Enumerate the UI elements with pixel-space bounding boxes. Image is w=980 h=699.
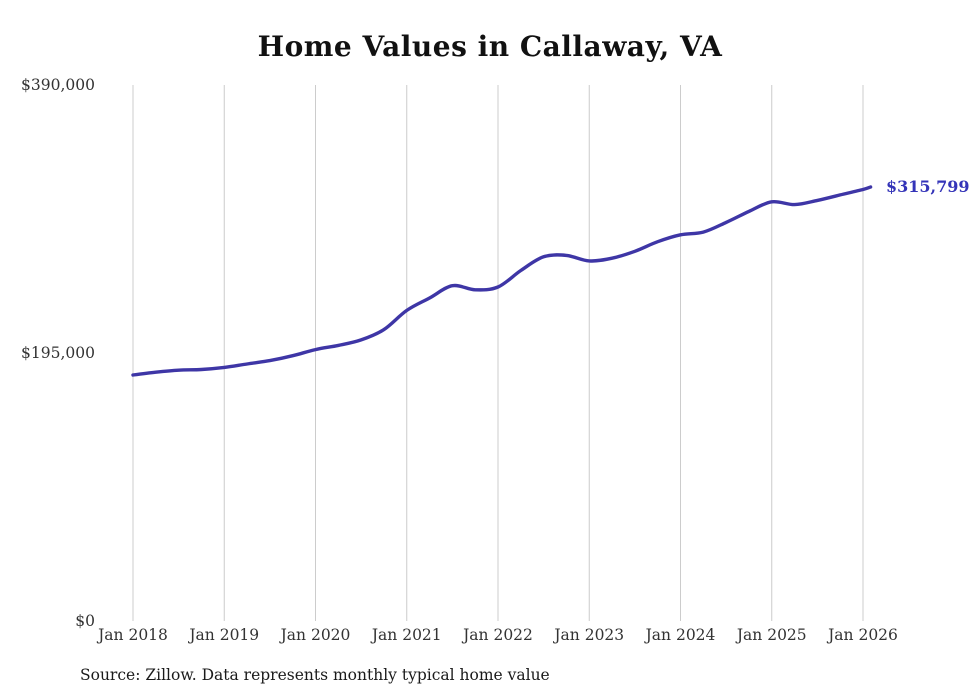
x-tick-label: Jan 2021 — [370, 626, 442, 644]
x-tick-label: Jan 2026 — [826, 626, 898, 644]
x-tick-label: Jan 2018 — [96, 626, 168, 644]
x-axis-labels: Jan 2018 Jan 2019 Jan 2020 Jan 2021 Jan 2022… — [96, 626, 898, 644]
x-tick-label: Jan 2019 — [187, 626, 259, 644]
x-tick-label: Jan 2023 — [552, 626, 624, 644]
chart-title: Home Values in Callaway, VA — [257, 30, 723, 63]
latest-value-label: $315,799 — [886, 176, 970, 196]
x-tick-label: Jan 2020 — [279, 626, 351, 644]
x-tick-label: Jan 2024 — [644, 626, 716, 644]
home-value-line — [131, 185, 873, 377]
gridlines — [132, 85, 864, 621]
y-axis-labels: $0 $195,000 $390,000 — [21, 76, 95, 630]
source-note: Source: Zillow. Data represents monthly … — [80, 666, 550, 684]
x-tick-label: Jan 2022 — [461, 626, 533, 644]
y-tick-label: $195,000 — [21, 344, 95, 362]
y-tick-label: $0 — [75, 612, 95, 630]
y-tick-label: $390,000 — [21, 76, 95, 94]
x-tick-label: Jan 2025 — [735, 626, 807, 644]
